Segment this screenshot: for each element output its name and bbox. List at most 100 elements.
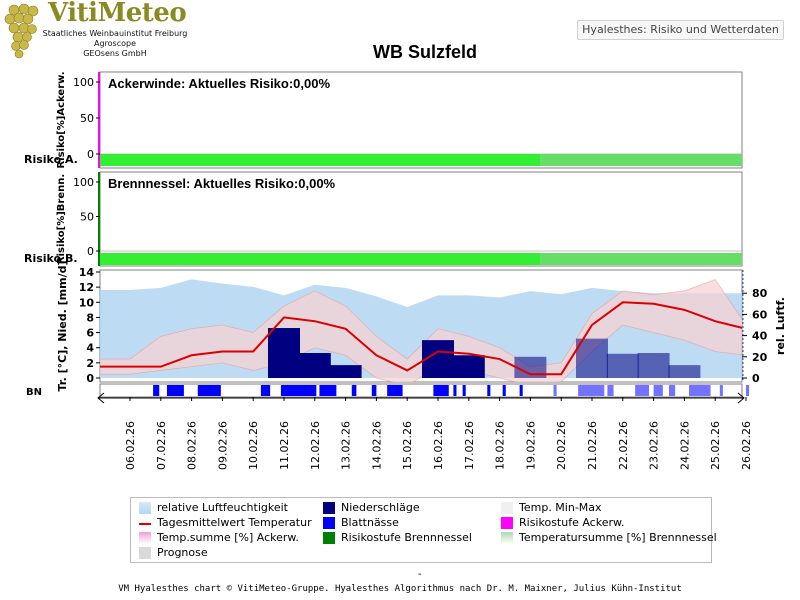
leaf-wetness-segment xyxy=(462,385,466,396)
x-tick-label: 19.02.26 xyxy=(524,421,537,470)
brennnessel-panel xyxy=(99,171,743,267)
leaf-wetness-segment xyxy=(280,385,317,396)
leaf-wetness-segment xyxy=(319,385,337,396)
leaf-wetness-segment xyxy=(719,385,723,396)
x-tick-label: 22.02.26 xyxy=(617,421,630,470)
legend-label: Risikostufe Brennnessel xyxy=(341,531,472,544)
brennnessel-ytick-label: 100 xyxy=(73,176,94,189)
ackerwinde-risk-bar-prognose xyxy=(540,154,742,166)
x-tick-label: 12.02.26 xyxy=(309,421,322,470)
legend-swatch xyxy=(139,547,151,559)
ackerwinde-risk-bar xyxy=(100,154,541,166)
legend-swatch xyxy=(501,532,513,544)
leaf-wetness-segment xyxy=(387,385,403,396)
weather-right-tick-label: 60 xyxy=(752,308,768,321)
x-tick-label: 13.02.26 xyxy=(340,421,353,470)
weather-right-tick-label: 40 xyxy=(752,330,768,343)
precip-bar xyxy=(576,338,608,378)
scroll-left-arrow-icon xyxy=(97,392,118,404)
legend-label: relative Luftfeuchtigkeit xyxy=(157,501,288,514)
ackerwinde-panel xyxy=(99,71,743,169)
x-tick-label: 15.02.26 xyxy=(401,421,414,470)
leaf-wetness-segment xyxy=(433,385,449,396)
legend-swatch xyxy=(139,532,151,544)
legend-label: Niederschläge xyxy=(341,501,420,514)
legend-swatch xyxy=(323,517,335,529)
vitimeteo-logo: VitiMeteo Staatliches Weinbauinstitut Fr… xyxy=(2,0,192,62)
weather-left-tick-label: 2 xyxy=(86,357,94,370)
weather-risk-chart: 1005001005001412108642080604020006.02.26… xyxy=(24,71,787,470)
legend-swatch xyxy=(501,517,513,529)
legend-label: Tagesmittelwert Temperatur xyxy=(157,516,312,529)
app-title-badge: Hyalesthes: Risiko und Wetterdaten xyxy=(577,20,784,40)
precip-bar xyxy=(298,353,331,378)
legend-label: Risikostufe Ackerw. xyxy=(519,516,625,529)
brennnessel-ylabel: Risiko[%]Brenn. xyxy=(56,174,67,264)
leaf-wetness-segment xyxy=(746,385,750,396)
x-tick-label: 09.02.26 xyxy=(216,421,229,470)
leaf-wetness-segment xyxy=(153,385,160,396)
ackerwinde-ytick-label: 0 xyxy=(87,148,94,161)
leaf-wetness-segment xyxy=(166,385,184,396)
temp-mean-line xyxy=(100,301,742,376)
weather-right-tick-label: 0 xyxy=(752,372,760,385)
leaf-wetness-segment xyxy=(607,385,614,396)
x-tick-label: 23.02.26 xyxy=(648,421,661,470)
chart-title: WB Sulzfeld xyxy=(373,42,477,62)
org-line-2: Agroscope xyxy=(93,39,137,48)
leaf-wetness-segment xyxy=(453,385,457,396)
chart-legend: relative Luftfeuchtigkeit Niederschläge Te… xyxy=(130,497,717,563)
leaf-wetness-segment xyxy=(689,385,711,396)
legend-swatch xyxy=(323,502,335,514)
bn-label: BN xyxy=(26,387,42,398)
leaf-wetness-segment xyxy=(553,385,557,396)
leaf-wetness-segment xyxy=(260,385,271,396)
precip-bar xyxy=(637,353,670,378)
ackerwinde-ytick-label: 50 xyxy=(80,112,94,125)
weather-left-tick-label: 4 xyxy=(86,342,94,355)
org-line-3: GEOsens GmbH xyxy=(83,49,147,58)
x-tick-label: 24.02.26 xyxy=(678,421,691,470)
leaf-wetness-segment xyxy=(653,385,663,396)
x-tick-label: 06.02.26 xyxy=(124,421,137,470)
legend-label: Prognose xyxy=(157,546,208,559)
weather-left-tick-label: 14 xyxy=(79,266,95,279)
legend-swatch xyxy=(139,502,151,514)
org-line-1: Staatliches Weinbauinstitut Freiburg xyxy=(42,29,188,38)
brennnessel-annotation: Brennnessel: Aktuelles Risiko:0,00% xyxy=(108,176,336,191)
precip-bar xyxy=(329,365,362,378)
x-tick-label: 11.02.26 xyxy=(278,421,291,470)
weather-right-tick-label: 20 xyxy=(752,351,768,364)
precip-bar xyxy=(668,365,701,378)
logo-title: VitiMeteo xyxy=(48,0,187,28)
weather-ylabel-left: Tr. [°C], Nied. [mm/d] xyxy=(56,261,69,392)
x-tick-label: 17.02.26 xyxy=(463,421,476,470)
leaf-wetness-segment xyxy=(371,385,377,396)
weather-left-tick-label: 6 xyxy=(86,327,94,340)
weather-right-tick-label: 80 xyxy=(752,287,768,300)
brennnessel-risk-bar xyxy=(100,253,541,265)
legend-swatch xyxy=(323,532,335,544)
weather-left-tick-label: 8 xyxy=(86,311,94,324)
precip-bar xyxy=(514,356,547,378)
legend-label: Blattnässe xyxy=(341,516,399,529)
precip-bar xyxy=(606,353,639,378)
brennnessel-risk-bar-prognose xyxy=(540,253,742,265)
leaf-wetness-segment xyxy=(519,385,523,396)
legend-swatch xyxy=(139,523,151,525)
ackerwinde-ylabel: Risiko[%]Ackerw. xyxy=(56,71,67,168)
leaf-wetness-segment xyxy=(197,385,221,396)
weather-left-tick-label: 12 xyxy=(79,281,94,294)
x-tick-label: 08.02.26 xyxy=(186,421,199,470)
leaf-wetness-segment xyxy=(635,385,649,396)
x-tick-label: 16.02.26 xyxy=(432,421,445,470)
x-tick-label: 20.02.26 xyxy=(555,421,568,470)
weather-ylabel-right: rel. Luftf. xyxy=(774,297,787,355)
leaf-wetness-segment xyxy=(487,385,491,396)
legend-swatch xyxy=(501,502,513,514)
precip-bar xyxy=(268,328,300,378)
leaf-wetness-segment xyxy=(502,385,506,396)
weather-left-tick-label: 10 xyxy=(79,296,95,309)
legend-label: Temperatursumme [%] Brennnessel xyxy=(519,531,717,544)
grape-logo-icon xyxy=(4,3,39,59)
